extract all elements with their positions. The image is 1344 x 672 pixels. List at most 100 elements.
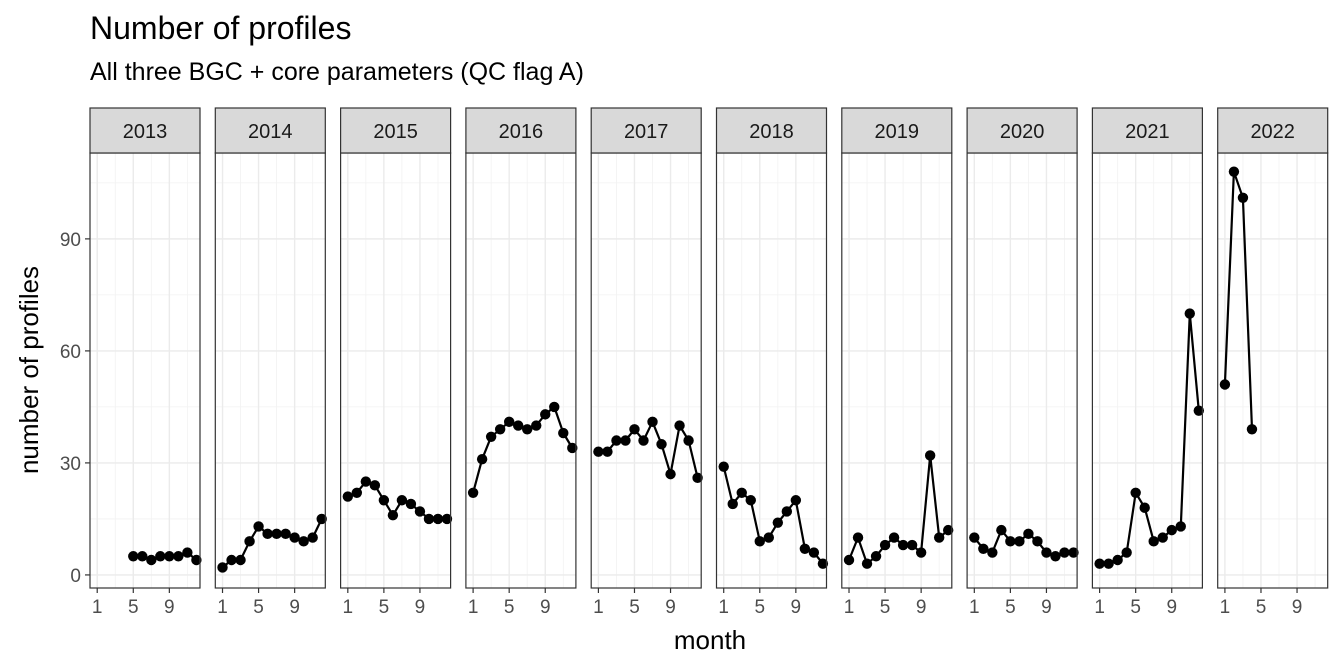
data-point <box>790 495 802 506</box>
x-tick-label: 9 <box>1041 597 1052 618</box>
facet-strip <box>590 107 702 154</box>
data-point <box>405 498 417 510</box>
facet-strip-label: 2017 <box>624 121 669 143</box>
data-point <box>1184 308 1195 319</box>
x-tick-label: 1 <box>718 597 729 618</box>
facet-strip <box>966 107 1078 154</box>
facet-strip <box>1091 107 1204 154</box>
data-point <box>763 532 774 543</box>
data-point <box>307 532 318 543</box>
data-point <box>128 551 139 562</box>
series-line-2022 <box>1223 170 1254 430</box>
data-point <box>969 532 980 543</box>
y-tick-label: 60 <box>60 342 81 363</box>
data-point <box>602 446 613 457</box>
facet-strip-label: 2022 <box>1250 121 1295 143</box>
x-tick-label: 9 <box>415 597 426 618</box>
data-point <box>1237 192 1249 204</box>
y-tick-label: 0 <box>70 566 81 587</box>
facet-strip-label: 2014 <box>248 121 293 143</box>
data-point <box>647 416 658 428</box>
x-tick-label: 1 <box>217 597 228 618</box>
panel-background <box>591 153 702 588</box>
facet-panel-2013: 2013 1 5 9 <box>89 107 202 618</box>
x-tick-label: 5 <box>880 597 891 618</box>
data-point <box>683 435 694 446</box>
facet-panel-2015: 2015 1 5 9 <box>340 107 453 618</box>
x-tick-label: 1 <box>1094 597 1105 618</box>
data-point <box>1005 536 1016 547</box>
data-point <box>316 513 327 525</box>
x-tick-label: 9 <box>791 597 802 618</box>
x-tick-label: 5 <box>504 597 515 618</box>
data-point <box>996 524 1007 536</box>
panel-background <box>1092 153 1203 588</box>
x-tick-label: 9 <box>1292 597 1303 618</box>
facet-panel-2019: 2019 1 5 9 <box>841 107 954 618</box>
x-tick-label: 5 <box>754 597 765 618</box>
data-point <box>396 495 408 506</box>
data-point <box>217 562 228 573</box>
data-point <box>1032 536 1043 547</box>
data-point <box>280 528 291 540</box>
x-tick-label: 9 <box>916 597 927 618</box>
data-point <box>861 558 873 569</box>
facet-strip-label: 2021 <box>1125 121 1170 143</box>
data-point <box>414 506 426 517</box>
x-tick-label: 1 <box>844 597 855 618</box>
data-point <box>191 554 202 566</box>
data-point <box>1166 524 1177 536</box>
facet-strip-label: 2020 <box>1000 121 1045 143</box>
y-tick-label: 30 <box>60 454 81 475</box>
data-point <box>611 435 622 446</box>
x-tick-label: 5 <box>128 597 139 618</box>
data-point <box>593 446 604 457</box>
data-point <box>656 439 667 450</box>
facet-panel-2017: 2017 1 5 9 <box>590 107 703 618</box>
data-point <box>718 461 729 472</box>
x-tick-label: 5 <box>1256 597 1267 618</box>
facet-strip <box>1217 107 1329 154</box>
x-tick-label: 9 <box>289 597 300 618</box>
facet-strip <box>214 107 326 154</box>
data-point <box>503 416 515 428</box>
data-point <box>879 539 891 551</box>
x-tick-label: 1 <box>468 597 479 618</box>
data-point <box>692 472 703 484</box>
x-tick-label: 5 <box>1005 597 1016 618</box>
data-point <box>494 424 506 435</box>
x-tick-label: 1 <box>969 597 980 618</box>
panel-background <box>967 153 1078 588</box>
data-point <box>226 554 237 566</box>
facet-panel-2016: 2016 1 5 9 <box>465 107 578 618</box>
y-tick-label: 90 <box>60 230 81 251</box>
panel-background <box>716 153 827 588</box>
data-point <box>1139 502 1150 513</box>
data-point <box>423 513 435 525</box>
data-point <box>629 424 640 435</box>
data-point <box>942 524 954 536</box>
data-point <box>512 420 524 431</box>
data-point <box>1193 405 1204 416</box>
facet-strip <box>841 107 953 154</box>
data-point <box>987 547 998 558</box>
data-point <box>1121 547 1132 558</box>
data-point <box>736 487 747 498</box>
data-point <box>173 551 184 562</box>
data-point <box>817 558 829 569</box>
chart-subtitle: All three BGC + core parameters (QC flag… <box>90 58 584 86</box>
data-point <box>485 431 497 442</box>
data-point <box>549 401 560 413</box>
data-point <box>351 487 363 498</box>
data-point <box>1059 547 1070 558</box>
facet-strip-label: 2013 <box>123 121 168 143</box>
data-point <box>897 539 909 551</box>
data-point <box>441 513 453 525</box>
facet-panel-2018: 2018 1 5 9 <box>715 107 829 618</box>
data-point <box>781 506 793 517</box>
data-point <box>843 554 855 566</box>
facet-strip-label: 2018 <box>749 121 794 143</box>
data-point <box>271 528 282 540</box>
data-point <box>558 427 569 439</box>
